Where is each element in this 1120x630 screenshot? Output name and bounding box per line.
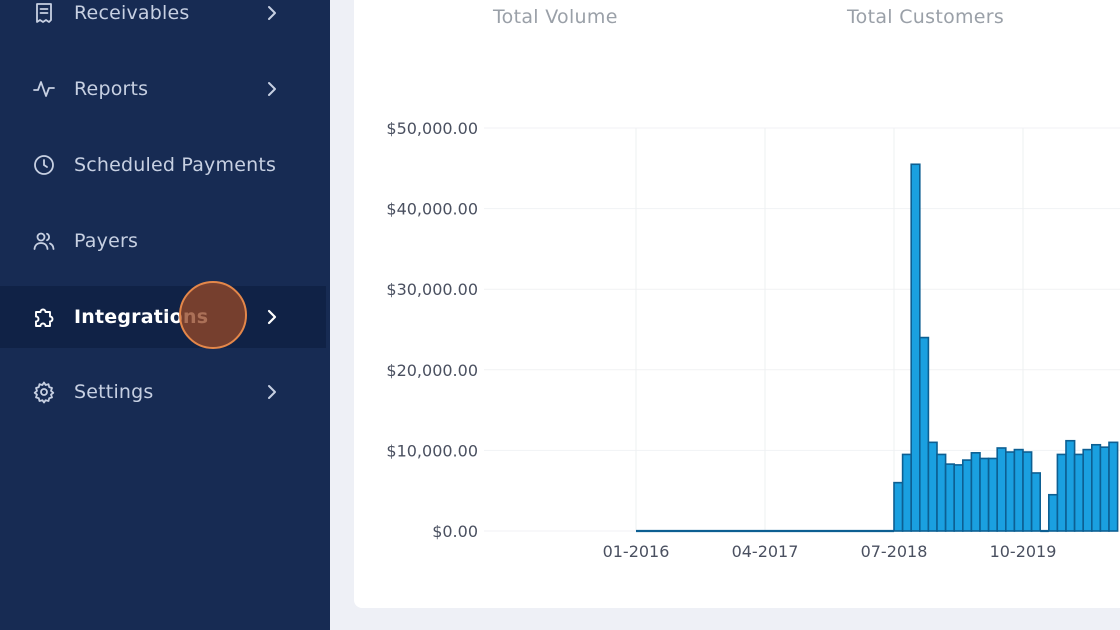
- chart-bar: [953, 464, 964, 532]
- chart-bar: [893, 481, 904, 532]
- chart-bar: [936, 453, 947, 532]
- clock-icon: [31, 152, 57, 178]
- chart-bar: [1065, 439, 1076, 532]
- chevron-right-icon: [262, 307, 282, 327]
- sidebar-item-scheduled-payments[interactable]: Scheduled Payments: [0, 134, 326, 196]
- sidebar-item-label: Reports: [74, 78, 149, 100]
- sidebar-item-label: Settings: [74, 381, 154, 403]
- chart-bar: [1013, 448, 1024, 532]
- sidebar-item-label: Payers: [74, 230, 139, 252]
- chevron-right-icon: [262, 79, 282, 99]
- x-tick-label: 01-2016: [603, 542, 670, 561]
- chart-bar: [1047, 493, 1059, 532]
- total-customers-label: Total Customers: [847, 6, 1005, 28]
- sidebar-item-settings[interactable]: Settings: [0, 361, 326, 423]
- chart-bar: [987, 457, 998, 532]
- x-tick-label: 10-2019: [990, 542, 1057, 561]
- y-tick-label: $10,000.00: [386, 441, 478, 460]
- sidebar: Receivables Reports Scheduled Payments P…: [0, 0, 330, 630]
- chart-bar: [927, 441, 938, 532]
- sidebar-item-label: Receivables: [74, 2, 190, 24]
- chart-bar: [970, 452, 981, 532]
- chart-bar: [1056, 453, 1067, 532]
- puzzle-icon: [31, 304, 57, 330]
- chart-bar: [1090, 443, 1102, 532]
- chart-bar: [961, 459, 973, 532]
- y-tick-label: $50,000.00: [386, 119, 478, 138]
- sidebar-item-payers[interactable]: Payers: [0, 210, 326, 272]
- total-volume-label: Total Volume: [493, 6, 618, 28]
- chart-bar: [1099, 446, 1110, 532]
- chart-bar: [1004, 451, 1016, 532]
- chevron-right-icon: [262, 382, 282, 402]
- activity-icon: [31, 76, 57, 102]
- x-tick-label: 07-2018: [861, 542, 928, 561]
- chart-bar: [979, 457, 990, 532]
- sidebar-item-receivables[interactable]: Receivables: [0, 0, 326, 44]
- users-icon: [31, 228, 57, 254]
- plot-area: [635, 127, 1120, 532]
- chart-bar: [996, 447, 1007, 532]
- y-tick-label: $40,000.00: [386, 200, 478, 219]
- sidebar-item-label: Integrations: [74, 306, 209, 328]
- chart-bar: [1022, 451, 1033, 532]
- chart-bar: [944, 463, 955, 532]
- y-tick-label: $20,000.00: [386, 361, 478, 380]
- chart-bar: [1030, 472, 1041, 532]
- volume-bar-chart: $0.00 $10,000.00 $20,000.00 $30,000.00 $40,0…: [386, 119, 1120, 561]
- gear-icon: [31, 379, 57, 405]
- sidebar-item-integrations[interactable]: Integrations: [0, 286, 326, 348]
- chart-bar: [918, 336, 930, 532]
- sidebar-item-label: Scheduled Payments: [74, 154, 277, 176]
- receipt-icon: [31, 0, 57, 26]
- chart-bar: [1073, 453, 1084, 532]
- sidebar-item-reports[interactable]: Reports: [0, 58, 326, 120]
- chart-bar: [1082, 448, 1093, 532]
- chart-bar: [1108, 441, 1119, 532]
- chevron-right-icon: [262, 3, 282, 23]
- chart-bar: [910, 163, 921, 532]
- chart-bar: [901, 453, 912, 532]
- y-tick-label: $0.00: [432, 522, 478, 541]
- x-tick-label: 04-2017: [732, 542, 799, 561]
- y-tick-label: $30,000.00: [386, 280, 478, 299]
